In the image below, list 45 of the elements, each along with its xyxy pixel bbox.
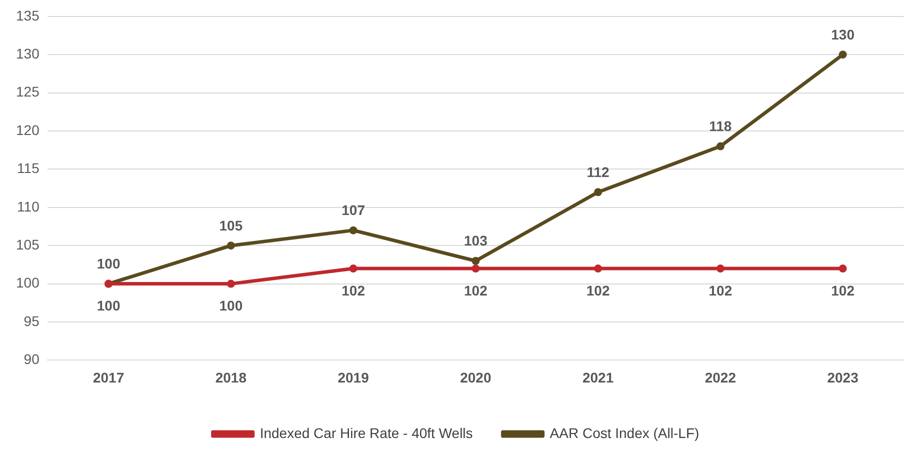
data-label: 102 [464, 282, 488, 298]
point [594, 264, 602, 273]
y-tick-label: 135 [16, 7, 40, 24]
point [716, 142, 724, 150]
legend-label: Indexed Car Hire Rate - 40ft Wells [260, 424, 473, 441]
x-tick-label: 2022 [704, 369, 736, 386]
y-tick-label: 125 [16, 84, 40, 100]
data-label: 102 [586, 282, 610, 298]
y-tick-label: 130 [16, 45, 40, 62]
point [838, 50, 847, 59]
data-label: 102 [342, 282, 366, 298]
data-label: 100 [96, 298, 120, 314]
legend-label: AAR Cost Index (All-LF) [550, 424, 700, 441]
data-label: 103 [464, 232, 488, 249]
point [226, 242, 235, 250]
data-label: 112 [586, 164, 610, 180]
point [472, 256, 480, 265]
y-tick-label: 90 [24, 351, 40, 368]
y-tick-label: 115 [17, 160, 40, 176]
x-tick-label: 2023 [827, 369, 859, 386]
x-tick-label: 2021 [582, 369, 614, 386]
point [349, 226, 358, 234]
data-label: 102 [831, 282, 855, 298]
point [226, 280, 235, 288]
data-label: 102 [708, 282, 732, 298]
data-label: 105 [219, 217, 243, 234]
data-label: 118 [709, 118, 732, 134]
y-tick-label: 100 [16, 274, 40, 291]
data-label: 130 [831, 26, 855, 42]
y-tick-label: 110 [17, 198, 40, 214]
point [594, 188, 602, 196]
y-tick-label: 95 [24, 312, 40, 329]
point [838, 264, 847, 273]
data-label: 107 [342, 202, 366, 218]
point [349, 264, 358, 273]
x-tick-label: 2018 [215, 369, 247, 386]
point [716, 264, 724, 273]
data-label: 100 [96, 256, 120, 272]
y-tick-label: 105 [16, 236, 40, 252]
x-tick-label: 2020 [460, 369, 492, 386]
data-label: 100 [219, 298, 243, 314]
x-tick-label: 2017 [92, 369, 124, 386]
y-tick-label: 120 [16, 122, 40, 138]
x-tick-label: 2019 [338, 369, 370, 386]
point [472, 264, 480, 273]
